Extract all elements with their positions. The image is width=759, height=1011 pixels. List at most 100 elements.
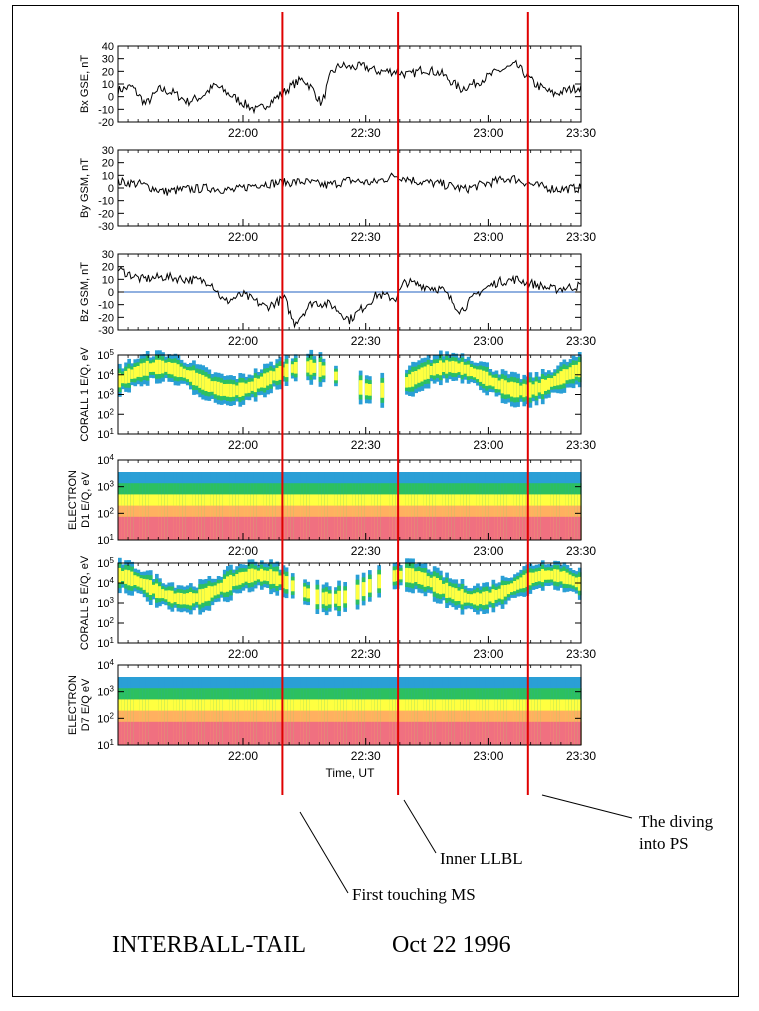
spectrum-cell [229,383,233,398]
spectrum-cell [516,516,520,540]
spectrum-cell [429,721,434,745]
spectrum-cell [127,721,131,745]
spectrum-cell [278,721,283,745]
spectrum-cell [124,721,128,745]
spectrum-cell [266,721,270,745]
y-tick-label: 40 [102,41,114,53]
spectrum-cell [198,373,202,388]
spectrum-cell [241,382,246,396]
spectrum-cell [432,363,437,376]
spectrum-cell [293,516,298,540]
spectrum-cell [306,721,310,745]
spectrum-cell [528,382,533,398]
spectrum-cell [522,516,527,540]
spectrum-cell [451,360,456,373]
spectrum-cell [315,589,320,605]
y-axis-label: Bz GSM, nT [79,262,91,322]
spectrum-cell [340,516,344,540]
annotation-label: The diving into PS [639,812,714,853]
spectrum-cell [278,516,283,540]
spectrum-cell [219,582,224,592]
spectrum-cell [423,721,428,745]
spectrum-cell [466,721,471,745]
spectrum-cell [216,381,221,396]
spectrum-cell [522,721,527,745]
spectrum-cell [420,572,425,585]
y-tick-label: 20 [102,66,114,78]
spectrum-cell [312,516,317,540]
spectrum-cell [226,576,230,592]
x-tick-label: 23:00 [473,126,503,140]
spectrum-cell [287,516,292,540]
spectrum-cell [355,721,360,745]
spectrum-cell [562,516,567,540]
spectrum-cell [195,372,199,386]
spectrum-cell [263,721,267,745]
spectrum-cell [155,721,159,745]
spectrum-cell [411,371,415,387]
y-tick-label: 102 [97,711,114,726]
spectrum-cell [152,721,156,745]
spectrum-cell [411,568,415,584]
spectrum-cell [494,377,499,389]
spectrum-cell [303,721,307,745]
annotation-label: Inner LLBL [440,849,523,868]
spectrum-cell [334,516,338,540]
spectrum-cell [235,721,239,745]
spectrum-cell [402,721,406,745]
x-tick-label: 22:00 [228,334,258,348]
y-tick-label: 103 [97,479,114,494]
y-tick-label: 30 [102,249,114,261]
spectrum-cell [349,516,354,540]
spectrum-cell [491,377,496,387]
spectrum-cell [204,587,209,602]
spectrum-cell [207,378,212,392]
spectrum-cell [454,588,459,602]
spectrum-cell [158,721,162,745]
spectrum-cell [488,375,493,386]
spectrum-cell [198,589,202,605]
spectrum-cell [550,378,554,387]
spectrum-cell [463,592,468,603]
x-tick-label: 23:00 [473,647,503,661]
spectrum-cell [429,366,434,376]
spectrum-cell [195,721,199,745]
spectrum-cell [553,569,557,582]
spectrum-cell [460,589,465,605]
spectrum-cell [161,360,165,374]
y-tick-label: 0 [108,183,114,195]
spectrum-cell [263,570,267,581]
spectrum-cell [269,370,273,385]
spectrum-cell [309,721,314,745]
spectrum-cell [182,593,187,605]
spectrum-cell [513,516,517,540]
spectrum-cell [210,381,215,392]
spectrum-cell [506,516,511,540]
spectrum-cell [139,363,144,378]
spectrum-cell [457,363,462,373]
x-tick-label: 22:00 [228,230,258,244]
x-tick-label: 23:30 [566,126,596,140]
x-tick-label: 23:00 [473,749,503,763]
spectrum-cell [158,516,162,540]
spectrum-cell [161,721,165,745]
spectrum-cell [497,516,502,540]
spectrum-cell [124,370,128,384]
spectrum-cell [167,362,172,374]
spectrum-cell [182,516,187,540]
spectrum-cell [306,361,310,373]
spectrum-cell [494,516,499,540]
spectrum-cell [469,721,474,745]
spectrum-cell [398,721,403,745]
spectrum-cell [263,516,267,540]
spectrum-cell [142,578,147,590]
spectrum-cell [408,721,412,745]
spectrum-cell [275,367,280,381]
spectrum-cell [435,721,440,745]
spectrum-cell [293,721,298,745]
spectrum-cell [528,516,533,540]
spectrum-cell [201,588,205,603]
spectrum-cell [142,721,147,745]
spectrum-cell [216,516,221,540]
